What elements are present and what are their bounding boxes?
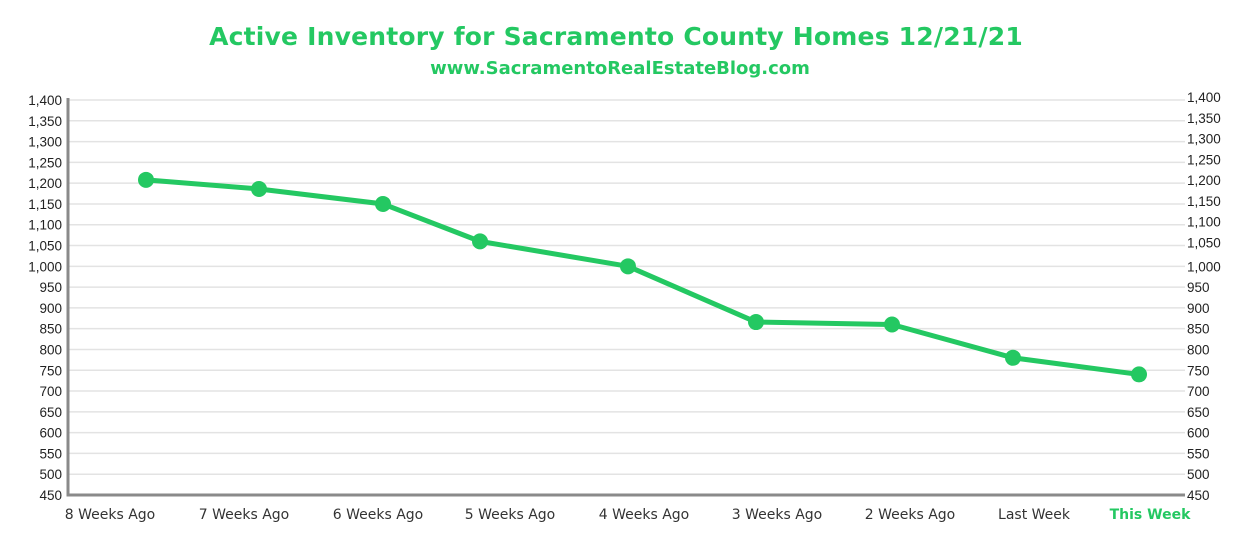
gridlines [68, 99, 1185, 475]
y-tick-label-right: 550 [1187, 446, 1210, 461]
y-tick-label-left: 700 [39, 384, 62, 399]
y-tick-label-right: 1,150 [1187, 194, 1221, 209]
y-tick-label-right: 600 [1187, 426, 1210, 441]
y-tick-label-left: 1,350 [28, 114, 62, 129]
y-tick-label-right: 1,350 [1187, 111, 1221, 126]
y-tick-label-right: 750 [1187, 363, 1210, 378]
x-tick-label: 6 Weeks Ago [333, 507, 424, 523]
y-tick-label-right: 700 [1187, 384, 1210, 399]
x-tick-label: This Week [1110, 507, 1191, 523]
y-tick-label-left: 900 [39, 301, 62, 316]
y-tick-label-right: 1,000 [1187, 259, 1221, 274]
y-tick-label-left: 1,250 [28, 155, 62, 170]
y-axis-right: 1,400 1,350 1,300 1,250 1,200 1,150 1,100 1,050… [1187, 90, 1221, 503]
y-tick-label-left: 950 [39, 280, 62, 295]
data-point [472, 233, 488, 250]
y-tick-label-left: 1,050 [28, 239, 62, 254]
x-tick-label: 4 Weeks Ago [599, 507, 690, 523]
y-tick-label-left: 1,200 [28, 176, 62, 191]
y-tick-label-left: 1,000 [28, 259, 62, 274]
y-tick-label-left: 1,150 [28, 197, 62, 212]
y-tick-label-right: 650 [1187, 405, 1210, 420]
y-tick-label-right: 1,300 [1187, 132, 1221, 147]
x-axis-labels: 8 Weeks Ago 7 Weeks Ago 6 Weeks Ago 5 Weeks… [65, 507, 1191, 523]
chart-title: Active Inventory for Sacramento County H… [209, 22, 1023, 51]
y-tick-label-left: 1,300 [28, 135, 62, 150]
y-tick-label-right: 500 [1187, 467, 1210, 482]
series-line [143, 177, 1142, 377]
chart-subtitle: www.SacramentoRealEstateBlog.com [430, 58, 810, 79]
y-tick-label-left: 450 [39, 488, 62, 503]
axes [66, 98, 1185, 497]
x-tick-label: 5 Weeks Ago [465, 507, 556, 523]
y-tick-label-right: 1,050 [1187, 236, 1221, 251]
y-tick-label-right: 1,200 [1187, 173, 1221, 188]
x-tick-label: Last Week [998, 507, 1071, 523]
data-point [375, 195, 391, 212]
y-tick-label-right: 950 [1187, 280, 1210, 295]
y-tick-label-left: 1,400 [28, 93, 62, 108]
y-tick-label-left: 650 [39, 405, 62, 420]
y-tick-label-right: 800 [1187, 342, 1210, 357]
y-tick-label-left: 500 [39, 467, 62, 482]
series-active-inventory [138, 171, 1147, 383]
data-point [884, 316, 900, 333]
data-point [251, 180, 267, 197]
y-tick-label-right: 1,100 [1187, 215, 1221, 230]
data-point [1131, 366, 1147, 383]
y-axis-left: 1,400 1,350 1,300 1,250 1,200 1,150 1,100 1,050… [28, 93, 62, 503]
x-tick-label: 3 Weeks Ago [732, 507, 823, 523]
data-point [138, 171, 154, 188]
y-tick-label-left: 750 [39, 363, 62, 378]
data-point [1005, 349, 1021, 366]
y-tick-label-right: 850 [1187, 322, 1210, 337]
x-tick-label: 7 Weeks Ago [199, 507, 290, 523]
y-tick-label-right: 900 [1187, 301, 1210, 316]
y-tick-label-left: 600 [39, 426, 62, 441]
data-point [748, 314, 764, 331]
x-tick-label: 8 Weeks Ago [65, 507, 156, 523]
y-tick-label-left: 800 [39, 342, 62, 357]
y-tick-label-left: 550 [39, 446, 62, 461]
y-tick-label-left: 850 [39, 322, 62, 337]
y-tick-label-right: 450 [1187, 488, 1210, 503]
y-tick-label-right: 1,250 [1187, 152, 1221, 167]
x-tick-label: 2 Weeks Ago [865, 507, 956, 523]
y-tick-label-left: 1,100 [28, 218, 62, 233]
data-point [620, 258, 636, 275]
y-tick-label-right: 1,400 [1187, 90, 1221, 105]
